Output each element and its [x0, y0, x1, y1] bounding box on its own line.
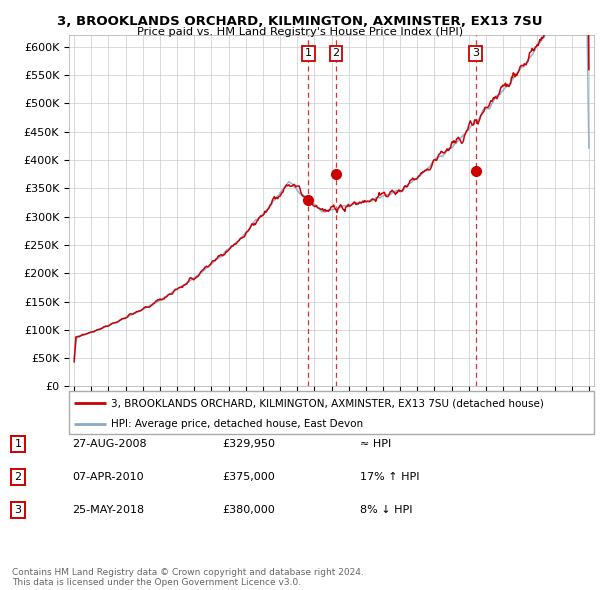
Text: 3: 3 — [472, 48, 479, 58]
Text: ≈ HPI: ≈ HPI — [360, 439, 391, 448]
Text: Price paid vs. HM Land Registry's House Price Index (HPI): Price paid vs. HM Land Registry's House … — [137, 27, 463, 37]
Text: 1: 1 — [14, 439, 22, 448]
Text: 8% ↓ HPI: 8% ↓ HPI — [360, 505, 413, 514]
Text: £380,000: £380,000 — [222, 505, 275, 514]
Text: 3, BROOKLANDS ORCHARD, KILMINGTON, AXMINSTER, EX13 7SU: 3, BROOKLANDS ORCHARD, KILMINGTON, AXMIN… — [57, 15, 543, 28]
Text: 1: 1 — [305, 48, 312, 58]
Text: 27-AUG-2008: 27-AUG-2008 — [72, 439, 146, 448]
Text: HPI: Average price, detached house, East Devon: HPI: Average price, detached house, East… — [111, 419, 363, 430]
Text: 3, BROOKLANDS ORCHARD, KILMINGTON, AXMINSTER, EX13 7SU (detached house): 3, BROOKLANDS ORCHARD, KILMINGTON, AXMIN… — [111, 398, 544, 408]
Text: £329,950: £329,950 — [222, 439, 275, 448]
Text: Contains HM Land Registry data © Crown copyright and database right 2024.
This d: Contains HM Land Registry data © Crown c… — [12, 568, 364, 587]
Text: 2: 2 — [14, 472, 22, 481]
Text: 07-APR-2010: 07-APR-2010 — [72, 472, 143, 481]
Text: 2: 2 — [332, 48, 340, 58]
Text: £375,000: £375,000 — [222, 472, 275, 481]
Text: 17% ↑ HPI: 17% ↑ HPI — [360, 472, 419, 481]
Text: 25-MAY-2018: 25-MAY-2018 — [72, 505, 144, 514]
Text: 3: 3 — [14, 505, 22, 514]
